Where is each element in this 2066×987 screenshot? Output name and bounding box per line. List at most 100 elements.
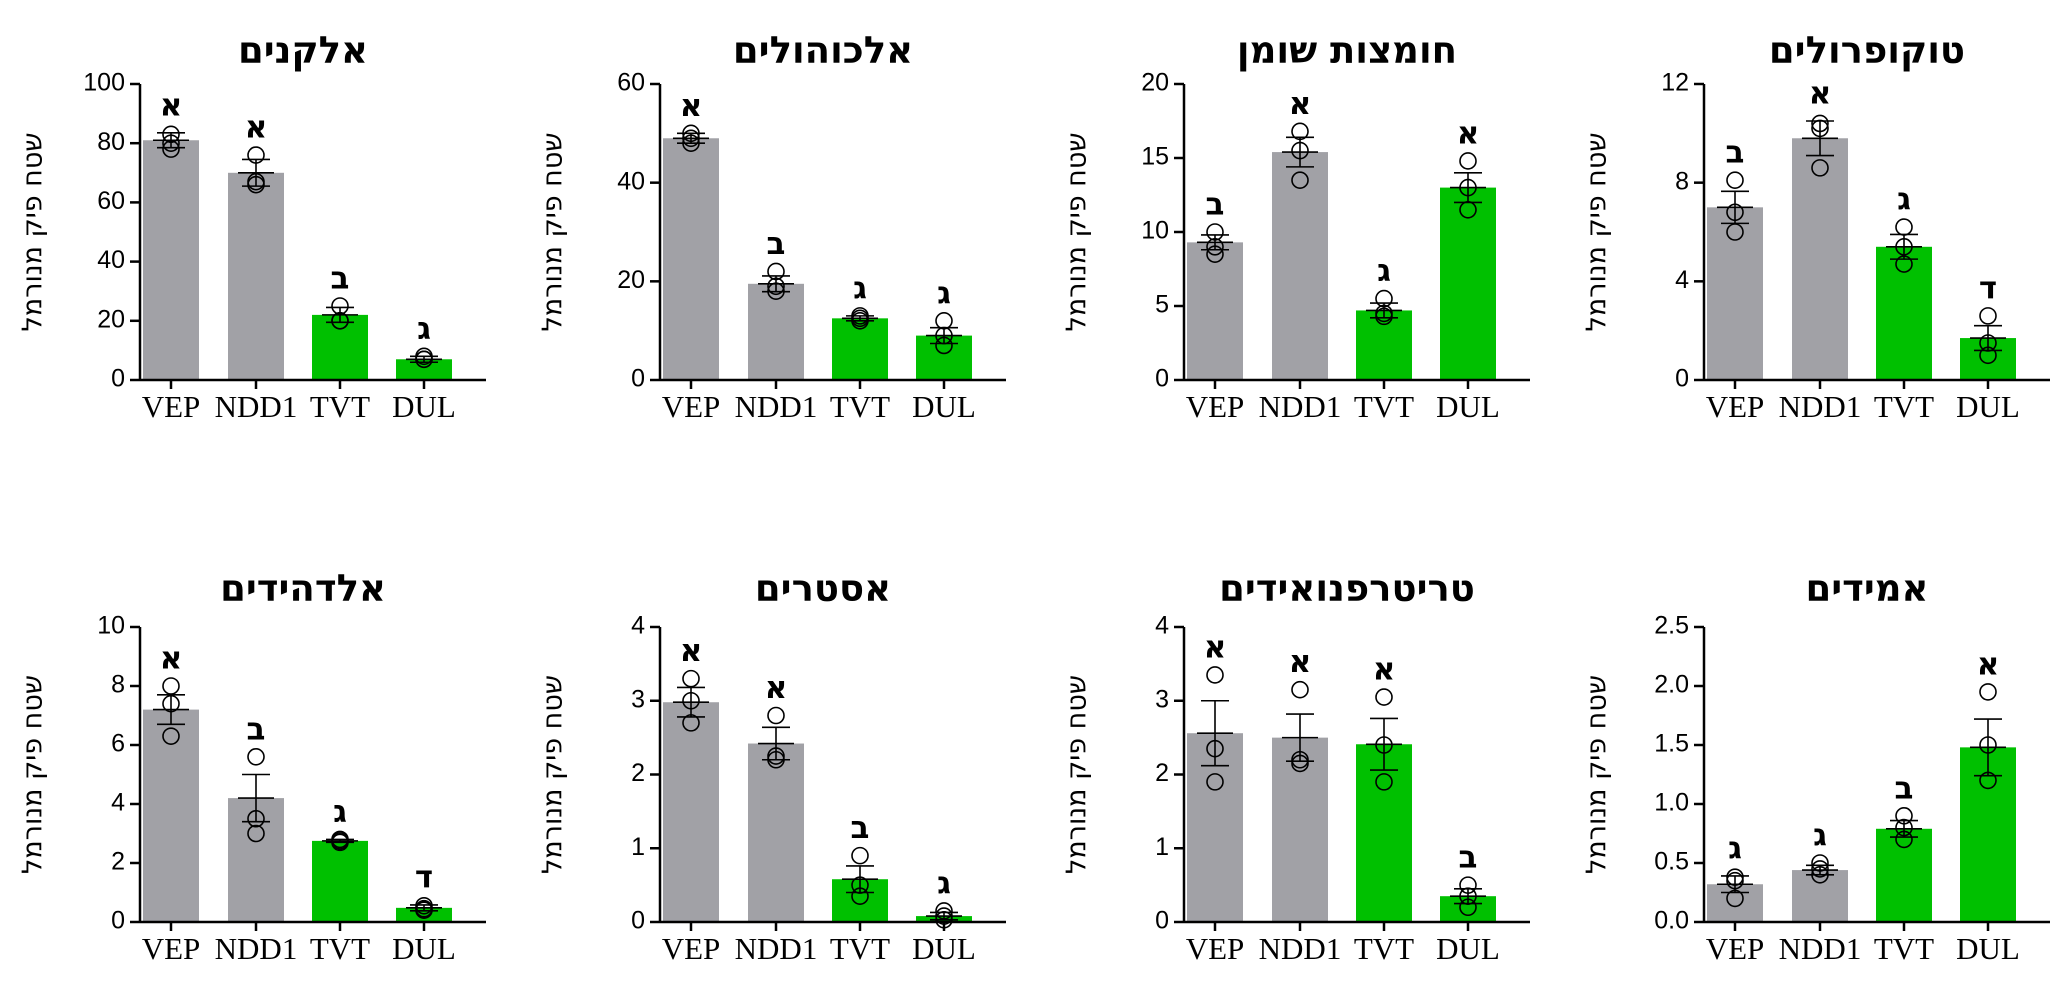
- y-tick-label: 0: [1155, 365, 1169, 393]
- x-tick-label: TVT: [1874, 389, 1934, 424]
- significance-letter: א: [1457, 115, 1480, 151]
- y-axis-label: שטח פיק מנורמל: [538, 133, 569, 332]
- bar-ndd1: [1272, 737, 1328, 922]
- data-point: [1726, 171, 1744, 189]
- y-axis-label: שטח פיק מנורמל: [538, 675, 569, 874]
- y-tick-label: 0: [111, 907, 125, 935]
- error-bar: [1802, 120, 1838, 157]
- error-bar: [1886, 233, 1922, 260]
- x-tick-label: VEP: [662, 931, 721, 966]
- x-tick-label: NDD1: [1779, 389, 1862, 424]
- bar-vep: [663, 138, 719, 380]
- data-point: [767, 706, 785, 725]
- x-tick-label: TVT: [310, 931, 370, 966]
- significance-letter: א: [160, 641, 183, 677]
- data-point: [247, 747, 265, 766]
- y-axis-label: שטח פיק מנורמל: [1582, 675, 1613, 874]
- x-tick-label: NDD1: [1779, 931, 1862, 966]
- data-point: [162, 677, 180, 695]
- error-bar: [1450, 888, 1486, 905]
- significance-letter: ב: [1459, 840, 1478, 876]
- y-tick-label: 1: [631, 833, 645, 861]
- chart-panel-6: אסטרים שטח פיק מנורמל א א ב ג 0 1 2 3 4 VEP NDD1 TVT D…: [538, 567, 1006, 966]
- error-bar: [1886, 819, 1922, 838]
- error-bar: [153, 132, 189, 149]
- error-bar: [1197, 699, 1233, 767]
- significance-letter: ד: [415, 859, 433, 895]
- y-axis-label: שטח פיק מנורמל: [18, 133, 49, 332]
- bar-ndd1: [1272, 152, 1328, 380]
- bar-vep: [143, 140, 199, 380]
- chart-title: אלקנים: [238, 29, 368, 72]
- chart-title: אלכוהולים: [733, 29, 913, 72]
- x-tick-label: NDD1: [215, 389, 298, 424]
- x-tick-label: DUL: [1436, 931, 1500, 966]
- significance-letter: ב: [767, 226, 786, 262]
- x-tick-label: DUL: [392, 389, 456, 424]
- error-bar: [673, 686, 709, 718]
- chart-panel-1: אלקנים שטח פיק מנורמל א א ב ג 0 20 40 60 80 100 VEP N…: [18, 29, 486, 424]
- x-tick-label: NDD1: [735, 931, 818, 966]
- y-tick-label: 0: [1675, 365, 1689, 393]
- significance-letter: א: [1289, 644, 1312, 680]
- error-bar: [926, 326, 962, 345]
- y-axis-label: שטח פיק מנורמל: [1062, 675, 1093, 874]
- x-tick-label: TVT: [1354, 389, 1414, 424]
- significance-letter: ד: [1979, 270, 1997, 306]
- y-tick-label: 2: [111, 848, 125, 876]
- y-tick-label: 2: [631, 759, 645, 787]
- significance-letter: ג: [417, 311, 431, 347]
- error-bar: [1282, 136, 1318, 168]
- chart-title: אלדהידים: [220, 567, 386, 610]
- x-tick-label: TVT: [830, 931, 890, 966]
- y-tick-label: 8: [111, 671, 125, 699]
- data-point: [1979, 683, 1997, 701]
- y-axis-label: שטח פיק מנורמל: [1062, 133, 1093, 332]
- y-tick-label: 3: [1155, 685, 1169, 713]
- y-tick-label: 0: [631, 907, 645, 935]
- error-bar: [1970, 324, 2006, 352]
- chart-panel-4: טוקופרולים שטח פיק מנורמל ב א ג ד 0 4 8 12 VEP NDD1…: [1582, 29, 2050, 424]
- x-tick-label: DUL: [912, 931, 976, 966]
- chart-title: אסטרים: [755, 567, 891, 610]
- bar-dul: [396, 359, 452, 380]
- x-tick-label: VEP: [1186, 389, 1245, 424]
- error-bar: [673, 132, 709, 144]
- y-tick-label: 8: [1675, 167, 1689, 195]
- x-tick-label: VEP: [662, 389, 721, 424]
- error-bar: [153, 694, 189, 726]
- significance-letter: ב: [1726, 135, 1745, 171]
- error-bar: [1197, 234, 1233, 251]
- significance-letter: ב: [247, 711, 266, 747]
- significance-letter: ב: [331, 261, 350, 297]
- data-point: [851, 846, 869, 865]
- x-tick-label: DUL: [392, 931, 456, 966]
- error-bar: [238, 773, 274, 823]
- significance-letter: ג: [937, 865, 951, 901]
- x-tick-label: VEP: [1706, 389, 1765, 424]
- y-tick-label: 0.0: [1654, 907, 1689, 935]
- error-bar: [926, 911, 962, 921]
- data-point: [1375, 773, 1393, 791]
- y-tick-label: 4: [631, 612, 645, 640]
- y-tick-label: 1.5: [1654, 730, 1689, 758]
- significance-letter: א: [245, 110, 268, 146]
- x-tick-label: NDD1: [735, 389, 818, 424]
- y-tick-label: 6: [111, 730, 125, 758]
- significance-letter: א: [1977, 646, 2000, 682]
- significance-letter: ב: [1895, 770, 1914, 806]
- bar-ndd1: [1792, 870, 1848, 922]
- y-tick-label: 4: [1675, 266, 1689, 294]
- bar-tvt: [1876, 246, 1932, 380]
- x-tick-label: DUL: [912, 389, 976, 424]
- x-tick-label: DUL: [1956, 931, 2020, 966]
- error-bar: [238, 158, 274, 187]
- chart-panel-5: אלדהידים שטח פיק מנורמל א ב ג ד 0 2 4 6 8 10 VEP NDD1…: [18, 567, 486, 966]
- chart-panel-2: אלכוהולים שטח פיק מנורמל א ב ג ג 0 20 40 60 VEP NDD…: [538, 29, 1006, 424]
- data-point: [1291, 680, 1309, 699]
- data-point: [1811, 159, 1829, 177]
- x-tick-label: DUL: [1956, 389, 2020, 424]
- y-tick-label: 40: [97, 246, 125, 274]
- chart-title: טריטרפנואידים: [1219, 567, 1475, 610]
- significance-letter: ג: [1728, 830, 1742, 866]
